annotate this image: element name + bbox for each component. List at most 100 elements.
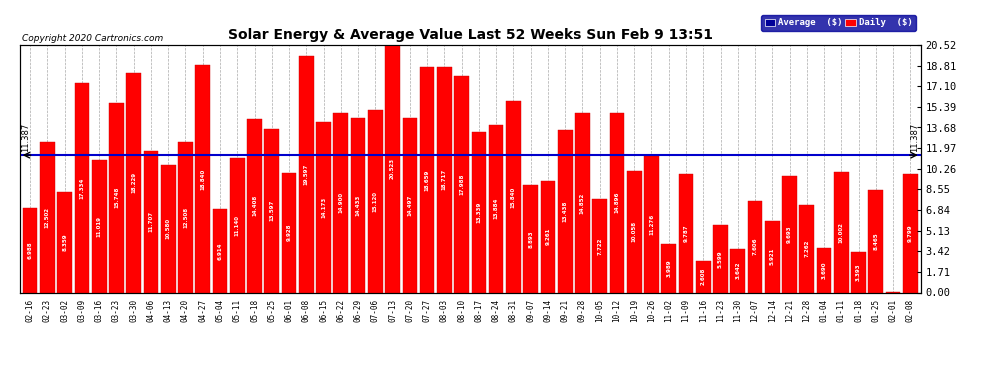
Bar (57, 192, 72, 292)
Bar (592, 200, 607, 292)
Bar (23, 208, 38, 292)
Text: 8.465: 8.465 (873, 232, 878, 250)
Text: 13.884: 13.884 (494, 198, 499, 219)
Bar (903, 174, 918, 292)
Text: 11.387: 11.387 (21, 122, 30, 152)
Text: 9.787: 9.787 (683, 225, 688, 242)
Bar (420, 68, 435, 292)
Bar (368, 110, 383, 292)
Text: 6.988: 6.988 (28, 242, 33, 259)
Text: 20.523: 20.523 (390, 158, 395, 179)
Bar (178, 142, 193, 292)
Text: 19.597: 19.597 (304, 164, 309, 185)
Text: 3.690: 3.690 (822, 261, 827, 279)
Text: 8.359: 8.359 (62, 233, 67, 251)
Text: 10.580: 10.580 (165, 218, 170, 239)
Text: 14.852: 14.852 (580, 192, 585, 213)
Text: 14.433: 14.433 (355, 195, 360, 216)
Bar (282, 173, 296, 292)
Text: 10.002: 10.002 (839, 222, 843, 243)
Text: 17.988: 17.988 (459, 173, 464, 195)
Bar (575, 113, 590, 292)
Text: 13.438: 13.438 (562, 201, 567, 222)
Bar (127, 73, 141, 292)
Text: 7.722: 7.722 (597, 237, 602, 255)
Bar (316, 122, 331, 292)
Bar (557, 130, 572, 292)
Text: Copyright 2020 Cartronics.com: Copyright 2020 Cartronics.com (22, 33, 162, 42)
Bar (489, 125, 504, 292)
Text: 3.393: 3.393 (856, 263, 861, 281)
Text: 18.717: 18.717 (442, 169, 446, 190)
Text: 13.597: 13.597 (269, 200, 274, 221)
Bar (713, 225, 728, 292)
Text: 8.893: 8.893 (528, 230, 534, 248)
Bar (506, 102, 521, 292)
Bar (747, 201, 762, 292)
Text: 18.659: 18.659 (425, 169, 430, 190)
Bar (471, 132, 486, 292)
Bar (74, 83, 89, 292)
Bar (385, 45, 400, 292)
Bar (765, 221, 779, 292)
Bar (144, 151, 158, 292)
Bar (109, 102, 124, 292)
Text: 15.120: 15.120 (373, 191, 378, 212)
Text: 6.914: 6.914 (218, 242, 223, 260)
Text: 5.599: 5.599 (718, 250, 723, 267)
Bar (661, 244, 676, 292)
Text: 11.140: 11.140 (235, 215, 240, 236)
Text: 14.497: 14.497 (407, 194, 413, 216)
Text: 18.229: 18.229 (132, 172, 137, 193)
Bar (334, 113, 348, 292)
Bar (782, 176, 797, 292)
Text: 3.642: 3.642 (736, 262, 741, 279)
Text: 17.334: 17.334 (79, 177, 84, 199)
Bar (524, 185, 538, 292)
Text: 13.339: 13.339 (476, 201, 481, 223)
Bar (350, 118, 365, 292)
Text: 11.707: 11.707 (148, 211, 153, 232)
Text: 18.840: 18.840 (200, 168, 205, 189)
Text: 9.799: 9.799 (908, 225, 913, 242)
Text: 9.693: 9.693 (787, 225, 792, 243)
Text: 14.173: 14.173 (321, 196, 326, 217)
Bar (541, 181, 555, 292)
Bar (40, 142, 54, 292)
Text: 5.921: 5.921 (770, 248, 775, 266)
Bar (248, 119, 261, 292)
Bar (299, 56, 314, 292)
Text: 12.508: 12.508 (183, 207, 188, 228)
Bar (454, 75, 469, 292)
Text: 7.606: 7.606 (752, 238, 757, 255)
Text: 2.608: 2.608 (701, 268, 706, 285)
Text: 11.019: 11.019 (97, 216, 102, 237)
Text: 12.502: 12.502 (45, 207, 50, 228)
Bar (403, 118, 417, 292)
Text: 9.928: 9.928 (286, 224, 291, 242)
Text: 14.896: 14.896 (615, 192, 620, 213)
Bar (644, 156, 658, 292)
Text: 9.261: 9.261 (545, 228, 550, 245)
Text: 7.262: 7.262 (804, 240, 809, 257)
Bar (868, 190, 883, 292)
Bar (800, 205, 814, 292)
Bar (679, 174, 693, 292)
Bar (264, 129, 279, 292)
Bar (627, 171, 642, 292)
Bar (92, 160, 107, 292)
Text: 15.748: 15.748 (114, 187, 119, 208)
Bar (437, 67, 451, 292)
Title: Solar Energy & Average Value Last 52 Weeks Sun Feb 9 13:51: Solar Energy & Average Value Last 52 Wee… (228, 28, 713, 42)
Text: 14.900: 14.900 (339, 192, 344, 213)
Bar (230, 158, 245, 292)
Bar (731, 249, 745, 292)
Bar (696, 261, 711, 292)
Text: 10.058: 10.058 (632, 221, 637, 242)
Bar (610, 113, 625, 292)
Text: 11.387: 11.387 (911, 122, 920, 152)
Bar (195, 65, 210, 292)
Bar (213, 209, 228, 292)
Bar (851, 252, 866, 292)
Text: 3.989: 3.989 (666, 260, 671, 277)
